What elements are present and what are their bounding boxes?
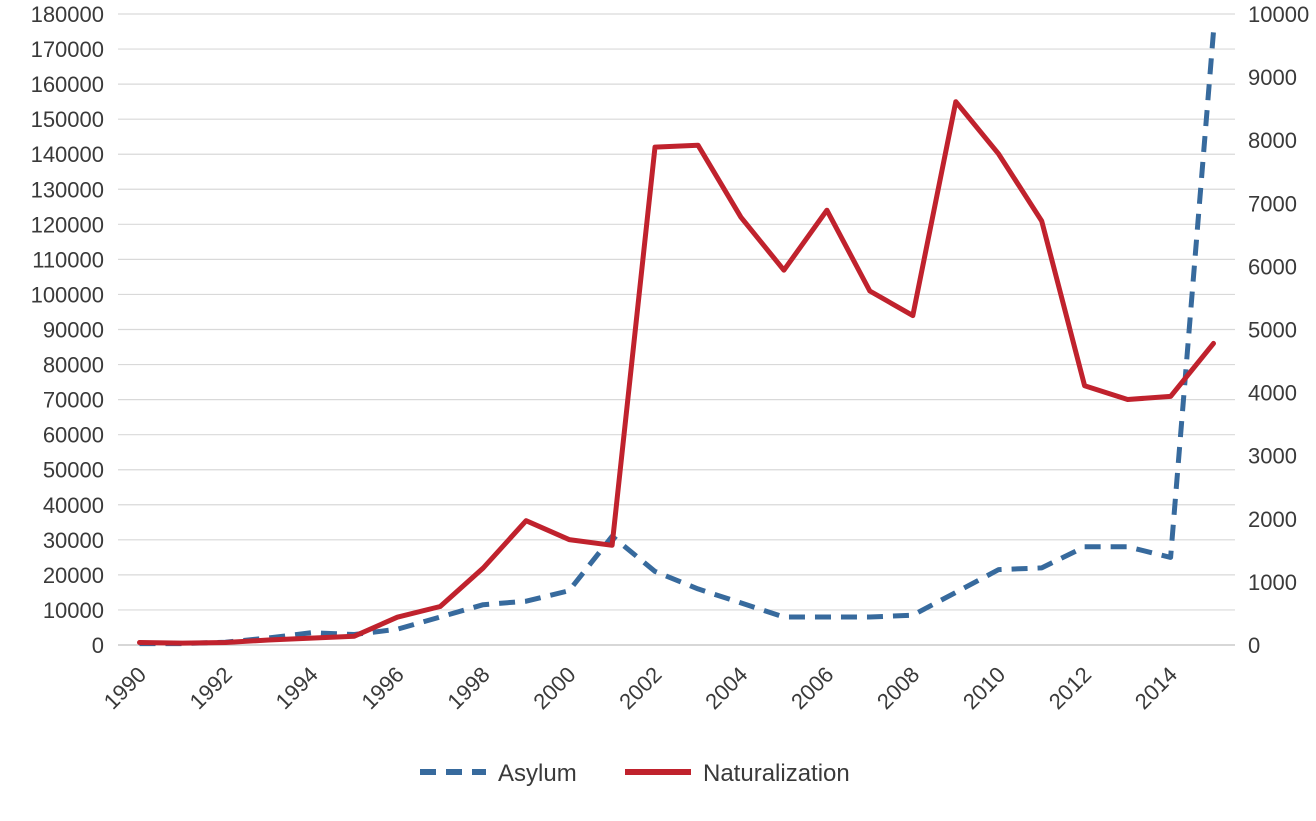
- right-axis-tick-label: 3000: [1248, 444, 1297, 469]
- x-axis-tick-label: 2014: [1130, 662, 1182, 714]
- x-axis-tick-label: 1996: [356, 662, 408, 714]
- right-axis-tick-label: 9000: [1248, 65, 1297, 90]
- x-axis-tick-label: 2012: [1044, 662, 1096, 714]
- right-axis-tick-label: 6000: [1248, 254, 1297, 279]
- gridlines: [118, 13, 1235, 646]
- asylum-series-line: [139, 31, 1216, 647]
- x-axis-tick-label: 2008: [872, 662, 924, 714]
- left-axis-tick-label: 140000: [31, 142, 104, 167]
- right-axis-tick-label: 1000: [1248, 570, 1297, 595]
- left-axis-tick-label: 160000: [31, 72, 104, 97]
- left-axis-tick-label: 130000: [31, 177, 104, 202]
- right-axis-tick-label: 10000: [1248, 2, 1309, 27]
- x-axis-tick-label: 2004: [700, 662, 752, 714]
- left-axis-tick-label: 170000: [31, 37, 104, 62]
- left-axis-tick-label: 40000: [43, 493, 104, 518]
- left-axis-labels: 0 10000 20000 30000 40000 50000 60000 70000 8000…: [31, 2, 104, 658]
- left-axis-tick-label: 10000: [43, 598, 104, 623]
- right-axis-tick-label: 4000: [1248, 381, 1297, 406]
- right-axis-tick-label: 7000: [1248, 191, 1297, 216]
- left-axis-tick-label: 180000: [31, 2, 104, 27]
- legend-asylum-label: Asylum: [498, 760, 577, 787]
- right-axis-tick-label: 0: [1248, 633, 1260, 658]
- x-axis-labels: 1990 1992 1994 1996 1998 2000 2002 2004 2006 2008…: [99, 662, 1182, 714]
- x-axis-tick-label: 2002: [614, 662, 666, 714]
- left-axis-tick-label: 0: [92, 633, 104, 658]
- left-axis-tick-label: 150000: [31, 107, 104, 132]
- right-axis-tick-label: 5000: [1248, 318, 1297, 343]
- left-axis-tick-label: 100000: [31, 282, 104, 307]
- legend: Asylum Naturalization: [420, 760, 850, 787]
- x-axis-tick-label: 2010: [958, 662, 1010, 714]
- legend-naturalization-label: Naturalization: [703, 760, 850, 787]
- naturalization-series-line: [137, 99, 1216, 646]
- right-axis-tick-label: 2000: [1248, 507, 1297, 532]
- left-axis-tick-label: 120000: [31, 212, 104, 237]
- right-axis-labels: 0 1000 2000 3000 4000 5000 6000 7000 8000 9000 100…: [1248, 2, 1309, 658]
- x-axis-tick-label: 2006: [786, 662, 838, 714]
- x-axis-tick-label: 2000: [528, 662, 580, 714]
- x-axis-tick-label: 1998: [442, 662, 494, 714]
- left-axis-tick-label: 70000: [43, 388, 104, 413]
- left-axis-tick-label: 80000: [43, 353, 104, 378]
- left-axis-tick-label: 20000: [43, 563, 104, 588]
- left-axis-tick-label: 30000: [43, 528, 104, 553]
- x-axis-tick-label: 1990: [99, 662, 151, 714]
- left-axis-tick-label: 50000: [43, 458, 104, 483]
- x-axis-tick-label: 1992: [185, 662, 237, 714]
- left-axis-tick-label: 60000: [43, 423, 104, 448]
- right-axis-tick-label: 8000: [1248, 128, 1297, 153]
- left-axis-tick-label: 110000: [32, 247, 104, 272]
- x-axis-tick-label: 1994: [271, 662, 323, 714]
- left-axis-tick-label: 90000: [43, 318, 104, 343]
